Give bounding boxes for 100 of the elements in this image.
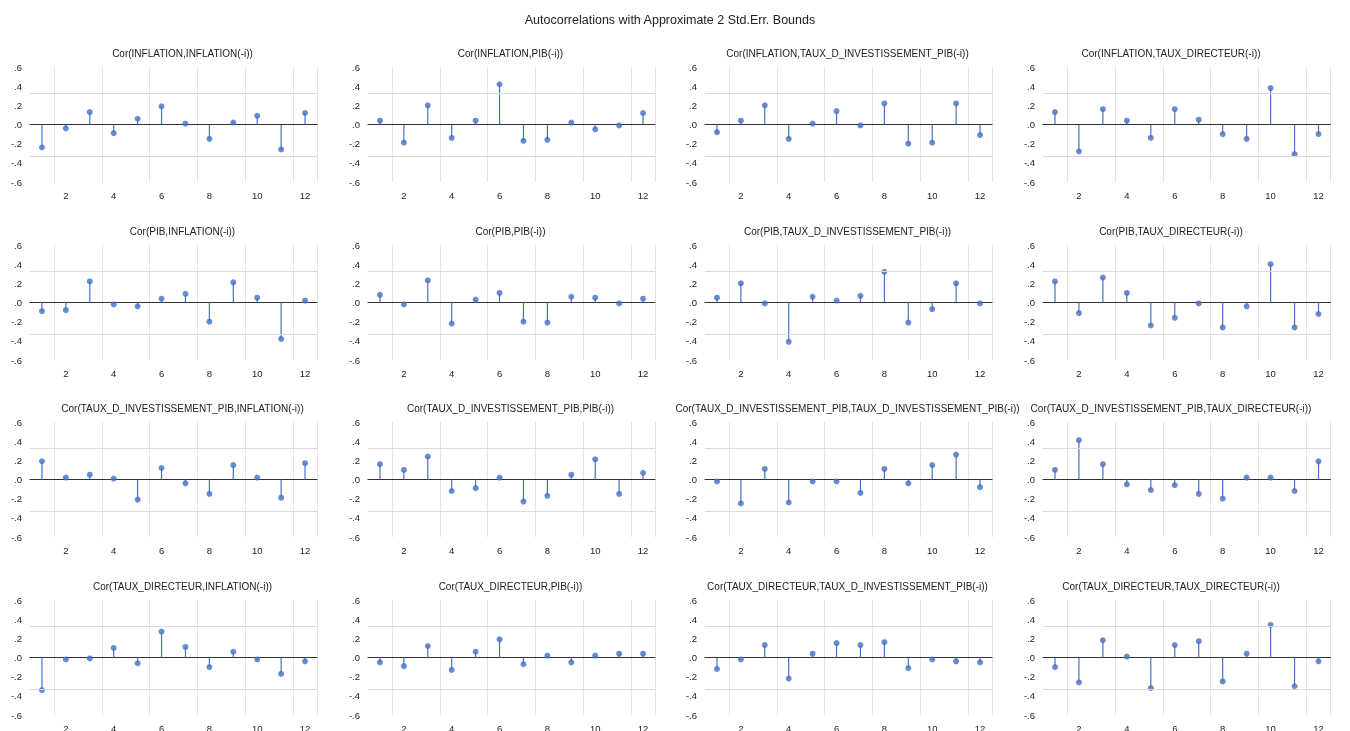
point [1171,106,1178,113]
point [785,338,792,345]
y-tick-label: .4 [14,613,22,625]
y-tick-label: -.6 [1023,531,1035,543]
point [953,100,960,107]
point [833,639,840,646]
point [1075,309,1082,316]
point [376,291,383,298]
y-tick-label: -.2 [10,315,22,327]
x-tick-label: 6 [833,189,840,201]
y-tick-label: .0 [1026,651,1035,663]
chart-title: Cor(TAUX_D_INVESTISSEMENT_PIB,PIB(-i)) [406,402,614,414]
x-tick-label: 8 [206,722,213,731]
y-tick-label: .4 [689,80,697,92]
x-tick-label: 10 [589,189,600,201]
x-tick-label: 8 [1219,367,1225,378]
point [400,662,407,669]
y-tick-label: -.4 [685,157,697,169]
y-tick-label: -.2 [685,493,697,505]
point [543,319,550,326]
y-tick-label: .4 [351,80,360,92]
chart-title: Cor(INFLATION,PIB(-i)) [457,47,563,59]
point [38,144,45,151]
point [472,485,479,492]
y-tick-label: .2 [689,99,697,111]
point [737,500,744,507]
point [929,139,936,146]
point [953,279,960,286]
point [86,109,93,116]
x-tick-label: 12 [637,722,648,731]
point [278,335,285,342]
y-tick-label: .4 [14,258,22,270]
x-tick-label: 8 [206,189,213,201]
point [1267,85,1274,92]
x-tick-label: 6 [496,544,502,556]
y-tick-label: .0 [14,119,22,130]
x-tick-label: 6 [496,189,502,201]
x-tick-label: 2 [1075,722,1082,731]
y-tick-label: -.6 [1023,709,1035,720]
x-tick-label: 6 [1171,367,1177,378]
point [1315,310,1322,317]
chart-title: Cor(PIB,TAUX_D_INVESTISSEMENT_PIB(-i)) [743,225,952,236]
point [1315,458,1322,465]
point [1075,678,1082,685]
point [977,484,984,491]
point [761,465,768,472]
x-tick-label: 2 [63,189,69,201]
y-tick-label: -.4 [10,334,22,346]
y-tick-label: .0 [1026,474,1035,485]
point [1147,134,1154,141]
point [639,110,646,116]
point [400,139,407,146]
y-tick-label: -.6 [685,354,697,365]
y-tick-label: .4 [14,80,22,92]
point [182,643,189,650]
x-tick-label: 6 [833,722,840,731]
point [424,102,431,109]
point [857,641,864,648]
point [543,492,550,499]
x-tick-label: 12 [974,189,986,201]
chart-title: Cor(INFLATION,TAUX_D_INVESTISSEMENT_PIB(-i)) [726,47,969,59]
y-tick-label: .6 [14,61,22,73]
point [1291,682,1298,689]
y-tick-label: -.2 [1023,493,1035,505]
point [1051,663,1058,670]
y-tick-label: -.6 [1023,354,1035,365]
y-tick-label: .0 [689,119,697,130]
x-tick-label: 6 [158,544,165,556]
x-tick-label: 8 [544,189,550,201]
y-tick-label: .4 [1026,435,1035,447]
x-tick-label: 12 [1312,722,1324,731]
x-tick-label: 8 [1219,189,1225,201]
x-tick-label: 4 [1123,544,1129,556]
point [713,665,720,672]
x-tick-label: 6 [158,367,165,378]
x-tick-label: 4 [786,722,792,731]
y-tick-label: .2 [1026,99,1035,111]
x-tick-label: 4 [1123,722,1129,731]
y-tick-label: .4 [689,435,697,447]
point [110,130,117,137]
y-tick-label: -.6 [685,176,697,188]
x-tick-label: 12 [299,189,311,201]
x-tick-label: 10 [1264,722,1276,731]
x-tick-label: 12 [974,544,986,556]
x-tick-label: 8 [881,544,888,556]
point [591,456,598,463]
point [1291,488,1298,494]
y-tick-label: -.4 [10,689,22,701]
y-tick-label: -.6 [10,531,22,543]
y-tick-label: .6 [351,61,360,73]
point [929,305,936,312]
x-tick-label: 10 [1264,367,1276,378]
point [134,496,141,503]
y-tick-label: .4 [351,258,360,270]
x-tick-label: 12 [637,544,648,556]
point [1291,323,1298,330]
y-tick-label: -.4 [685,334,697,346]
chart-title: Cor(INFLATION,TAUX_DIRECTEUR(-i)) [1080,47,1261,59]
y-tick-label: .2 [351,632,360,644]
y-tick-label: -.6 [10,354,22,365]
